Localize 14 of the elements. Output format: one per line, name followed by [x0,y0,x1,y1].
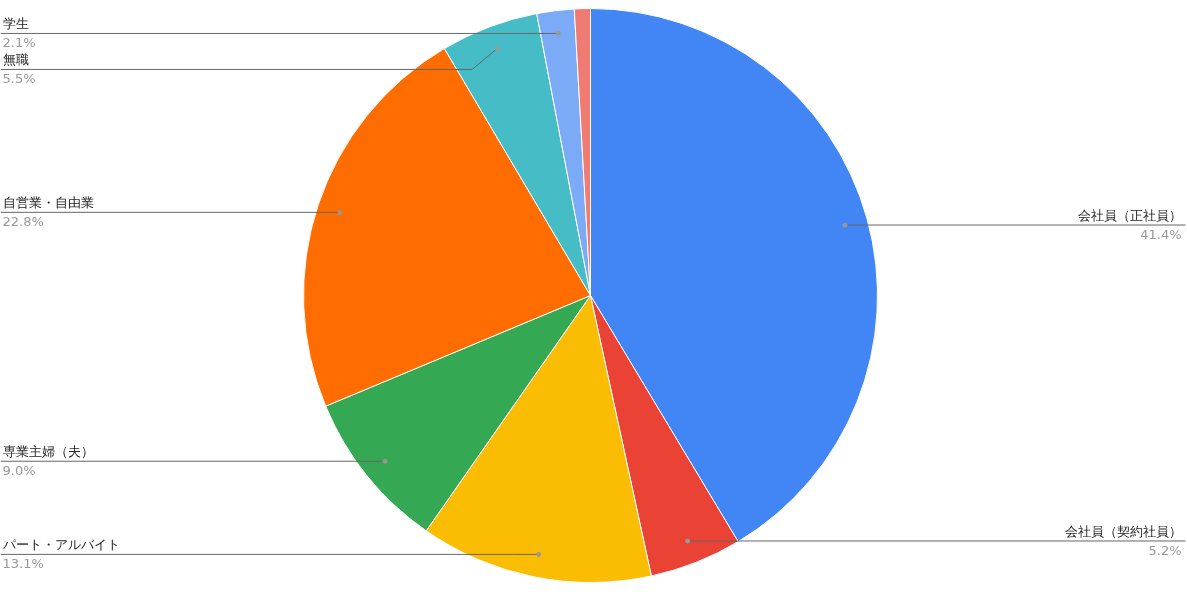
data-label: 5.2% [1148,543,1182,558]
data-label: 22.8% [2,214,44,230]
slice-label: 学生 [2,16,29,32]
slice-label: 会社員（契約社員） [1064,524,1182,539]
slice-label: 無職 [2,52,29,68]
slice-label: 自営業・自由業 [2,195,94,211]
data-label: 13.1% [2,556,44,572]
slice-label: 専業主婦（夫） [2,444,94,460]
slice-label: 会社員（正社員） [1077,208,1182,224]
data-label: 5.5% [2,71,36,87]
slice-label: パート・アルバイト [1,537,120,553]
data-label: 2.1% [2,35,36,51]
data-label: 9.0% [2,463,36,479]
data-label: 41.4% [1140,227,1182,243]
